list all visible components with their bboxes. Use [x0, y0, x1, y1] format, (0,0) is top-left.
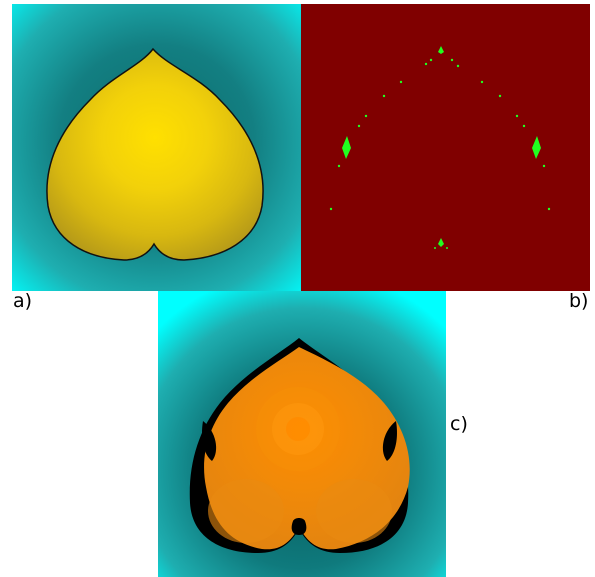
panel-a-heart-image — [12, 4, 301, 291]
lobe-right — [316, 479, 392, 543]
panel-c-label: c) — [450, 413, 468, 435]
green-points — [329, 46, 551, 249]
point-cluster-top — [438, 46, 444, 54]
black-notch-bottom — [291, 518, 307, 535]
point-cluster-left — [342, 136, 351, 159]
panel-b-points-image — [301, 4, 590, 291]
point-cluster-bottom — [438, 238, 444, 247]
heart-orange-svg — [158, 291, 446, 577]
black-notch-left — [202, 421, 217, 461]
black-notch-right — [382, 421, 397, 461]
ring-inner — [286, 417, 310, 441]
points-svg — [301, 4, 590, 291]
heart-shape — [46, 47, 264, 261]
heart-yellow-svg — [12, 4, 301, 291]
panel-b-label: b) — [569, 290, 589, 312]
panel-c-heart-image — [158, 291, 446, 577]
point-cluster-right — [532, 136, 541, 159]
panel-a-label: a) — [13, 290, 33, 312]
lobe-left — [208, 479, 284, 543]
